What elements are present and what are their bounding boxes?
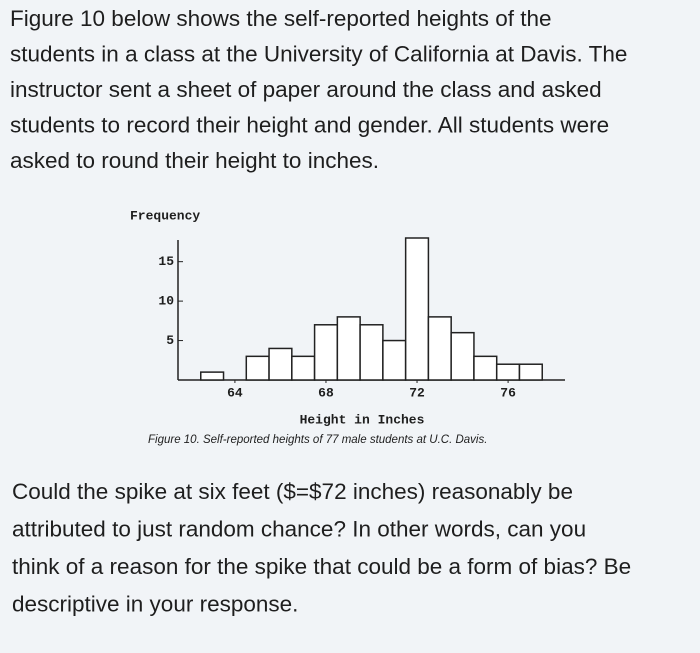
bar [268,347,293,381]
bar [313,324,339,381]
bar [495,363,521,381]
bar [404,237,430,381]
paragraph-line: instructor sent a sheet of paper around … [10,77,602,102]
bar [382,339,407,381]
question-line: think of a reason for the spike that cou… [12,554,631,579]
bar [291,355,316,381]
x-tick-label: 72 [409,385,425,400]
bar [359,324,384,381]
y-axis-label: Frequency [130,208,200,223]
y-tick-label: 5 [166,333,174,348]
bar [427,316,452,381]
paragraph-line: students in a class at the University of… [10,41,627,66]
question-line: Could the spike at six feet ($=$72 inche… [12,479,573,504]
paragraph-line: students to record their height and gend… [10,112,609,137]
x-axis-label: Height in Inches [300,412,425,427]
question-line: attributed to just random chance? In oth… [12,516,586,541]
bar [473,355,498,381]
question-line: descriptive in your response. [12,591,298,616]
bar [200,371,225,381]
bar [518,363,543,381]
paragraph-line: asked to round their height to inches. [10,148,379,173]
y-tick-label: 15 [158,254,174,269]
bar [450,331,475,381]
bar [245,355,270,381]
x-tick-label: 76 [500,385,516,400]
y-tick-label: 10 [158,294,174,309]
bar [336,316,361,381]
x-tick-label: 64 [227,385,243,400]
caption: Figure 10. Self-reported heights of 77 m… [148,434,487,446]
x-tick-label: 68 [318,385,334,400]
paragraph-line: Figure 10 below shows the self-reported … [10,6,552,31]
